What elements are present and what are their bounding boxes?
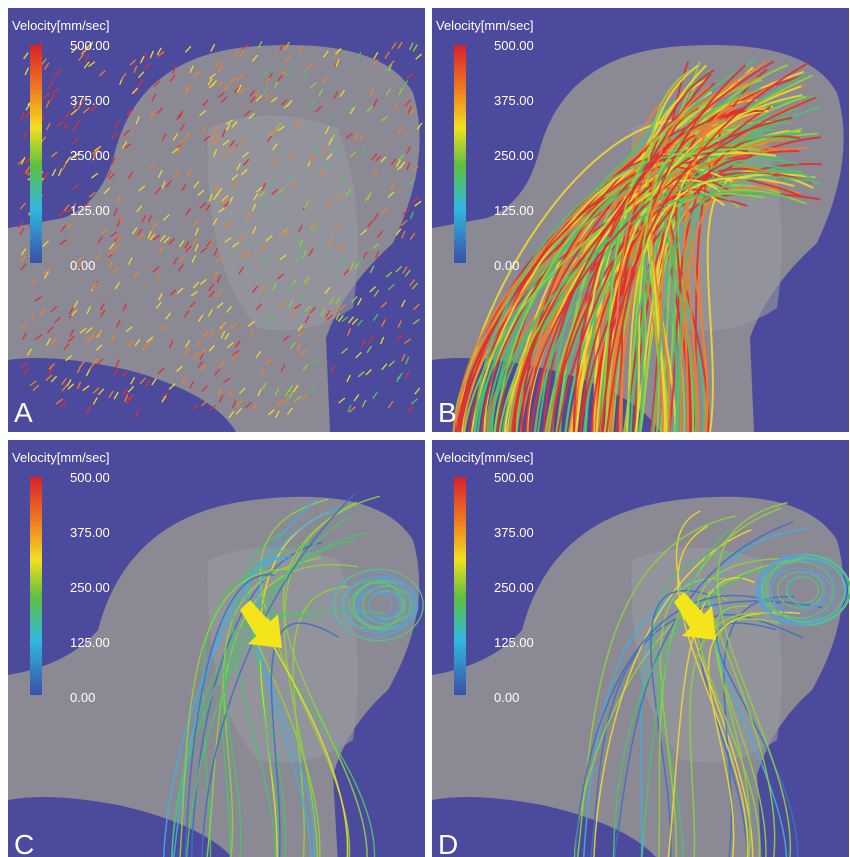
panel: Velocity[mm/sec] 500.00 375.00 250.00 125.00… [432,440,850,857]
colorbar-tick-label: 0.00 [494,690,519,705]
colorbar-tick-label: 375.00 [494,525,534,540]
colorbar-tick-label: 0.00 [70,258,95,273]
panel-letter: C [14,829,34,857]
colorbar-tick-label: 0.00 [70,690,95,705]
colorbar-title: Velocity[mm/sec] [436,18,534,33]
colorbar-tick-label: 250.00 [70,580,110,595]
colorbar [454,45,466,263]
colorbar-tick-label: 125.00 [494,635,534,650]
colorbar-tick-label: 500.00 [494,38,534,53]
colorbar [454,477,466,695]
panel: Velocity[mm/sec] 500.00 375.00 250.00 125.00… [432,8,849,432]
colorbar-title: Velocity[mm/sec] [12,450,110,465]
figure: Velocity[mm/sec] 500.00 375.00 250.00 125.00… [0,0,850,857]
colorbar-tick-label: 500.00 [70,38,110,53]
colorbar-title: Velocity[mm/sec] [12,18,110,33]
colorbar [30,477,42,695]
colorbar-tick-label: 375.00 [70,525,110,540]
colorbar-tick-label: 250.00 [70,148,110,163]
panel-letter: D [438,829,458,857]
colorbar-tick-label: 125.00 [70,203,110,218]
colorbar-tick-label: 125.00 [494,203,534,218]
panel: Velocity[mm/sec] 500.00 375.00 250.00 125.00… [8,8,425,432]
colorbar-tick-label: 250.00 [494,580,534,595]
panel-letter: A [14,397,33,428]
colorbar-tick-label: 375.00 [70,93,110,108]
panel: Velocity[mm/sec] 500.00 375.00 250.00 125.00… [8,440,425,857]
colorbar-tick-label: 500.00 [70,470,110,485]
colorbar-tick-label: 375.00 [494,93,534,108]
colorbar-tick-label: 500.00 [494,470,534,485]
colorbar-title: Velocity[mm/sec] [436,450,534,465]
colorbar-tick-label: 250.00 [494,148,534,163]
panel-letter: B [438,397,457,428]
colorbar [30,45,42,263]
colorbar-tick-label: 0.00 [494,258,519,273]
colorbar-tick-label: 125.00 [70,635,110,650]
